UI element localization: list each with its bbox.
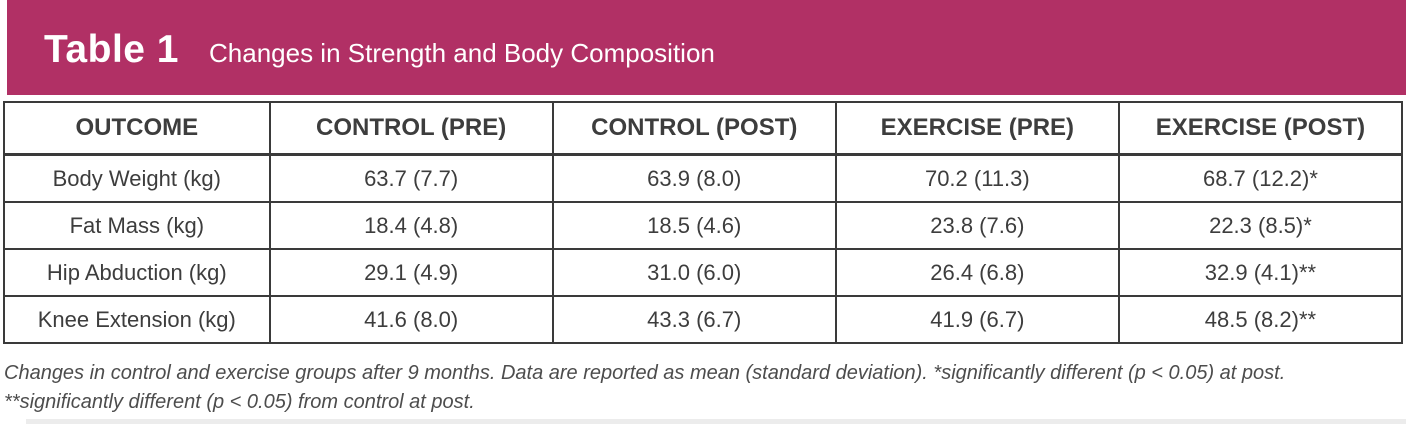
cell-value: 43.3 (6.7) xyxy=(551,295,837,344)
table-number-label: Table 1 xyxy=(44,28,179,71)
cell-outcome: Body Weight (kg) xyxy=(3,153,271,203)
table-row-body-weight: Body Weight (kg) 63.7 (7.7) 63.9 (8.0) 7… xyxy=(3,153,1404,203)
cell-value: 22.3 (8.5)* xyxy=(1117,201,1404,250)
cell-outcome: Knee Extension (kg) xyxy=(3,295,271,344)
table-row-hip-abduction: Hip Abduction (kg) 29.1 (4.9) 31.0 (6.0)… xyxy=(3,248,1404,297)
cell-value: 48.5 (8.2)** xyxy=(1117,295,1404,344)
column-header-control-pre: CONTROL (PRE) xyxy=(268,101,554,156)
footnote-line-1: Changes in control and exercise groups a… xyxy=(4,362,1286,384)
cell-value: 63.7 (7.7) xyxy=(268,153,554,203)
column-header-control-post: CONTROL (POST) xyxy=(551,101,837,156)
table-row-knee-extension: Knee Extension (kg) 41.6 (8.0) 43.3 (6.7… xyxy=(3,295,1404,344)
cell-value: 31.0 (6.0) xyxy=(551,248,837,297)
footnote-line-2: **significantly different (p < 0.05) fro… xyxy=(4,391,475,413)
cell-value: 32.9 (4.1)** xyxy=(1117,248,1404,297)
table-header-row: OUTCOME CONTROL (PRE) CONTROL (POST) EXE… xyxy=(3,101,1404,156)
table-footnote: Changes in control and exercise groups a… xyxy=(4,359,1402,417)
results-table: OUTCOME CONTROL (PRE) CONTROL (POST) EXE… xyxy=(3,101,1404,344)
cell-value: 68.7 (12.2)* xyxy=(1117,153,1404,203)
cell-value: 29.1 (4.9) xyxy=(268,248,554,297)
bottom-divider xyxy=(26,419,1406,424)
column-header-exercise-post: EXERCISE (POST) xyxy=(1117,101,1404,156)
table-title-bar: Table 1 Changes in Strength and Body Com… xyxy=(7,0,1406,95)
cell-value: 18.4 (4.8) xyxy=(268,201,554,250)
cell-value: 41.9 (6.7) xyxy=(834,295,1120,344)
table-row-fat-mass: Fat Mass (kg) 18.4 (4.8) 18.5 (4.6) 23.8… xyxy=(3,201,1404,250)
column-header-exercise-pre: EXERCISE (PRE) xyxy=(834,101,1120,156)
cell-outcome: Fat Mass (kg) xyxy=(3,201,271,250)
cell-value: 63.9 (8.0) xyxy=(551,153,837,203)
table-title: Changes in Strength and Body Composition xyxy=(209,38,715,68)
cell-value: 41.6 (8.0) xyxy=(268,295,554,344)
cell-value: 70.2 (11.3) xyxy=(834,153,1120,203)
cell-value: 26.4 (6.8) xyxy=(834,248,1120,297)
cell-value: 23.8 (7.6) xyxy=(834,201,1120,250)
cell-outcome: Hip Abduction (kg) xyxy=(3,248,271,297)
column-header-outcome: OUTCOME xyxy=(3,101,271,156)
cell-value: 18.5 (4.6) xyxy=(551,201,837,250)
